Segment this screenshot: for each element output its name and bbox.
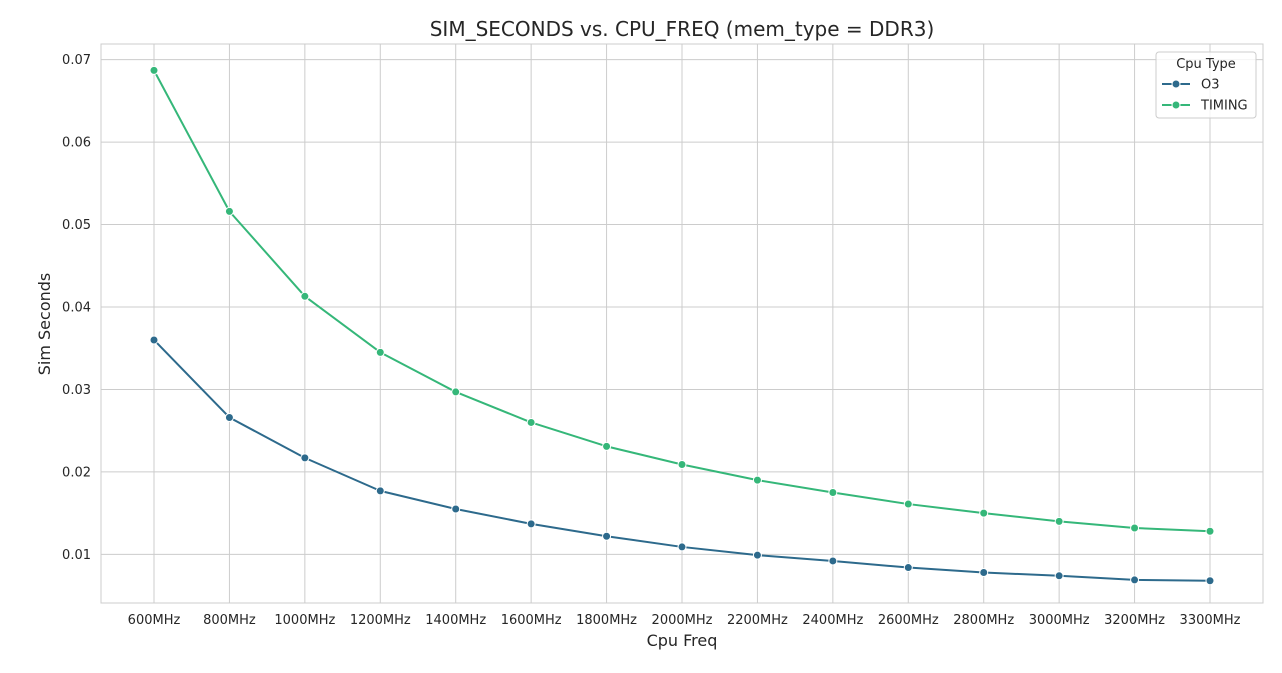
legend-box — [1155, 51, 1257, 119]
data-point-timing — [1054, 516, 1064, 526]
y-tick-label: 0.07 — [62, 53, 91, 68]
chart-title: SIM_SECONDS vs. CPU_FREQ (mem_type = DDR… — [430, 17, 935, 41]
x-tick-label: 2000MHz — [652, 613, 713, 628]
data-point-timing — [602, 441, 612, 451]
x-tick-label: 2400MHz — [802, 613, 863, 628]
data-point-o3 — [828, 556, 838, 566]
y-tick-label: 0.04 — [62, 301, 91, 316]
y-tick-label: 0.01 — [62, 548, 91, 563]
data-point-timing — [300, 291, 310, 301]
x-tick-label: 1200MHz — [350, 613, 411, 628]
data-point-o3 — [752, 550, 762, 560]
legend-item-timing: TIMING — [1162, 99, 1248, 114]
data-point-timing — [677, 459, 687, 469]
data-point-timing — [224, 206, 234, 216]
y-tick-label: 0.06 — [62, 136, 91, 151]
x-tick-label: 1000MHz — [274, 613, 335, 628]
data-point-o3 — [224, 412, 234, 422]
data-point-o3 — [526, 519, 536, 529]
grid-layer — [101, 44, 1263, 603]
x-tick-label: 3000MHz — [1029, 613, 1090, 628]
data-point-o3 — [903, 563, 913, 573]
series-timing — [149, 65, 1215, 536]
x-tick-label: 2200MHz — [727, 613, 788, 628]
data-point-timing — [752, 475, 762, 485]
series-layer — [149, 65, 1215, 586]
x-tick-label: 800MHz — [203, 613, 256, 628]
data-point-o3 — [979, 567, 989, 577]
data-point-timing — [451, 387, 461, 397]
x-tick-label: 2600MHz — [878, 613, 939, 628]
y-axis: 0.01 0.02 0.03 0.04 0.05 0.06 0.07 — [62, 53, 91, 563]
legend-item-o3: O3 — [1162, 78, 1220, 93]
x-tick-label: 3200MHz — [1104, 613, 1165, 628]
data-point-o3 — [375, 486, 385, 496]
legend-marker-timing — [1171, 100, 1181, 110]
data-point-o3 — [149, 335, 159, 345]
data-point-timing — [979, 508, 989, 518]
y-tick-label: 0.02 — [62, 465, 91, 480]
legend-label-o3: O3 — [1201, 78, 1220, 93]
data-point-o3 — [602, 531, 612, 541]
legend-title: Cpu Type — [1176, 57, 1236, 72]
x-axis-label: Cpu Freq — [647, 631, 718, 650]
y-tick-label: 0.05 — [62, 218, 91, 233]
legend: Cpu Type O3 TIMING — [1155, 51, 1257, 119]
data-point-timing — [903, 499, 913, 509]
x-tick-label: 3300MHz — [1180, 613, 1241, 628]
data-point-o3 — [300, 453, 310, 463]
legend-label-timing: TIMING — [1200, 99, 1248, 114]
x-tick-label: 1600MHz — [501, 613, 562, 628]
data-point-timing — [1205, 526, 1215, 536]
y-axis-label: Sim Seconds — [35, 273, 54, 376]
data-point-timing — [828, 488, 838, 498]
data-point-timing — [1130, 523, 1140, 533]
data-point-o3 — [677, 542, 687, 552]
data-point-timing — [526, 417, 536, 427]
data-point-o3 — [1054, 571, 1064, 581]
data-point-o3 — [1130, 575, 1140, 585]
x-tick-label: 600MHz — [128, 613, 181, 628]
data-point-o3 — [1205, 576, 1215, 586]
series-o3 — [149, 335, 1215, 586]
x-tick-label: 1400MHz — [425, 613, 486, 628]
data-point-timing — [149, 65, 159, 75]
data-point-timing — [375, 347, 385, 357]
x-axis: 600MHz 800MHz 1000MHz 1200MHz 1400MHz 1600MHz… — [128, 613, 1241, 628]
plot-frame — [100, 43, 1264, 604]
legend-marker-o3 — [1171, 79, 1181, 89]
y-tick-label: 0.03 — [62, 383, 91, 398]
x-tick-label: 1800MHz — [576, 613, 637, 628]
data-point-o3 — [451, 504, 461, 514]
x-tick-label: 2800MHz — [953, 613, 1014, 628]
